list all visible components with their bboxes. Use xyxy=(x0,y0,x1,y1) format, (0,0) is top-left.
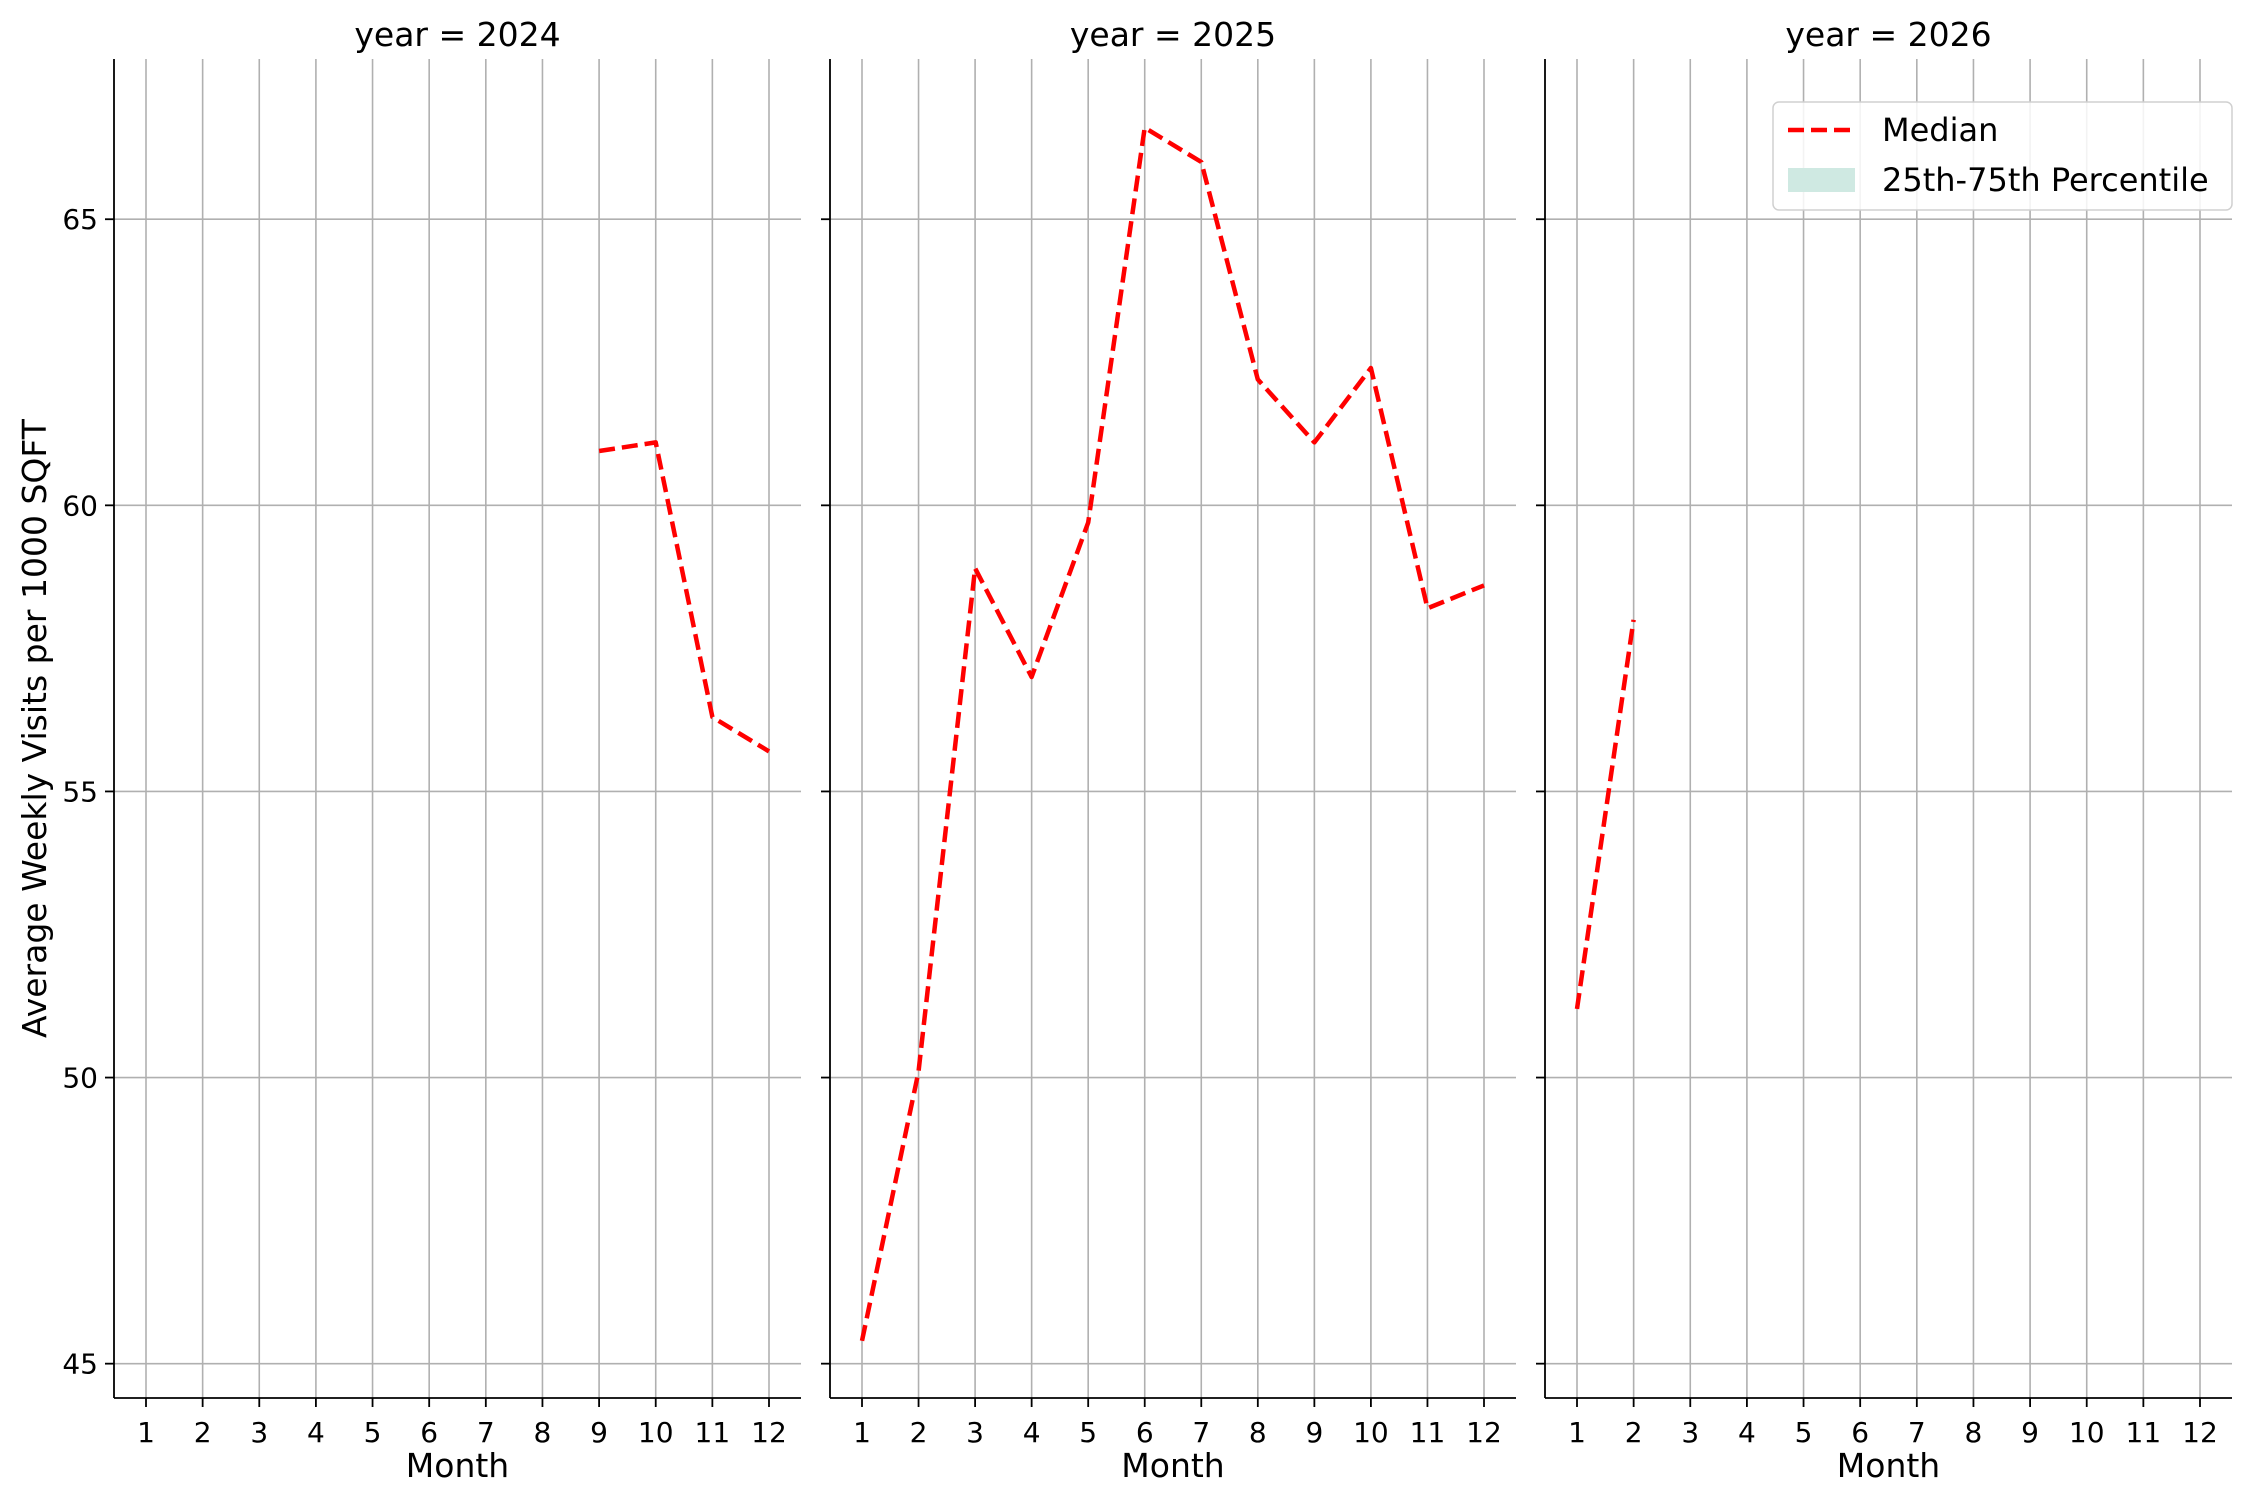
x-tick-label: 11 xyxy=(1410,1416,1446,1449)
y-tick-label: 60 xyxy=(62,489,98,522)
x-tick-label: 2 xyxy=(910,1416,928,1449)
x-axis-label: Month xyxy=(1121,1446,1224,1485)
x-tick-label: 9 xyxy=(2021,1416,2039,1449)
x-tick-label: 4 xyxy=(1023,1416,1041,1449)
x-tick-label: 5 xyxy=(364,1416,382,1449)
x-tick-label: 10 xyxy=(1353,1416,1389,1449)
x-tick-label: 7 xyxy=(1192,1416,1210,1449)
y-tick-label: 45 xyxy=(62,1348,98,1381)
x-tick-label: 8 xyxy=(1965,1416,1983,1449)
x-axis-label: Month xyxy=(1837,1446,1940,1485)
x-tick-label: 4 xyxy=(1738,1416,1756,1449)
median-line xyxy=(1574,619,1636,1010)
legend-median-label: Median xyxy=(1882,111,1998,149)
x-tick-label: 6 xyxy=(1136,1416,1154,1449)
x-tick-label: 8 xyxy=(534,1416,552,1449)
x-tick-label: 9 xyxy=(590,1416,608,1449)
panel-title: year = 2024 xyxy=(354,15,560,54)
x-tick-label: 8 xyxy=(1249,1416,1267,1449)
panel-title: year = 2026 xyxy=(1785,15,1991,54)
median-line xyxy=(598,440,771,754)
x-tick-label: 10 xyxy=(2069,1416,2105,1449)
x-tick-label: 4 xyxy=(307,1416,325,1449)
y-tick-label: 50 xyxy=(62,1062,98,1095)
x-tick-label: 1 xyxy=(853,1416,871,1449)
x-tick-label: 2 xyxy=(1625,1416,1643,1449)
x-tick-label: 7 xyxy=(1908,1416,1926,1449)
x-tick-label: 1 xyxy=(1568,1416,1586,1449)
x-tick-label: 11 xyxy=(695,1416,731,1449)
x-tick-label: 3 xyxy=(966,1416,984,1449)
legend-box xyxy=(1772,101,2233,211)
x-tick-label: 3 xyxy=(250,1416,268,1449)
x-tick-label: 3 xyxy=(1681,1416,1699,1449)
legend-band-label: 25th-75th Percentile xyxy=(1882,161,2209,199)
x-tick-label: 12 xyxy=(1466,1416,1502,1449)
x-tick-label: 6 xyxy=(1851,1416,1869,1449)
y-tick-label: 55 xyxy=(62,775,98,808)
legend-band-swatch xyxy=(1788,168,1855,192)
x-tick-label: 7 xyxy=(477,1416,495,1449)
x-tick-label: 6 xyxy=(420,1416,438,1449)
x-tick-label: 2 xyxy=(194,1416,212,1449)
y-tick-label: 65 xyxy=(62,203,98,236)
x-axis-label: Month xyxy=(406,1446,509,1485)
y-axis-label: Average Weekly Visits per 1000 SQFT xyxy=(15,418,54,1038)
panel-title: year = 2025 xyxy=(1070,15,1276,54)
x-tick-label: 1 xyxy=(137,1416,155,1449)
legend: Median 25th-75th Percentile xyxy=(1772,101,2233,211)
x-tick-label: 5 xyxy=(1079,1416,1097,1449)
median-line xyxy=(859,125,1485,1342)
x-tick-label: 10 xyxy=(638,1416,674,1449)
x-tick-label: 5 xyxy=(1795,1416,1813,1449)
x-tick-label: 9 xyxy=(1305,1416,1323,1449)
x-tick-label: 12 xyxy=(2182,1416,2218,1449)
x-tick-label: 12 xyxy=(751,1416,787,1449)
x-tick-label: 11 xyxy=(2126,1416,2162,1449)
